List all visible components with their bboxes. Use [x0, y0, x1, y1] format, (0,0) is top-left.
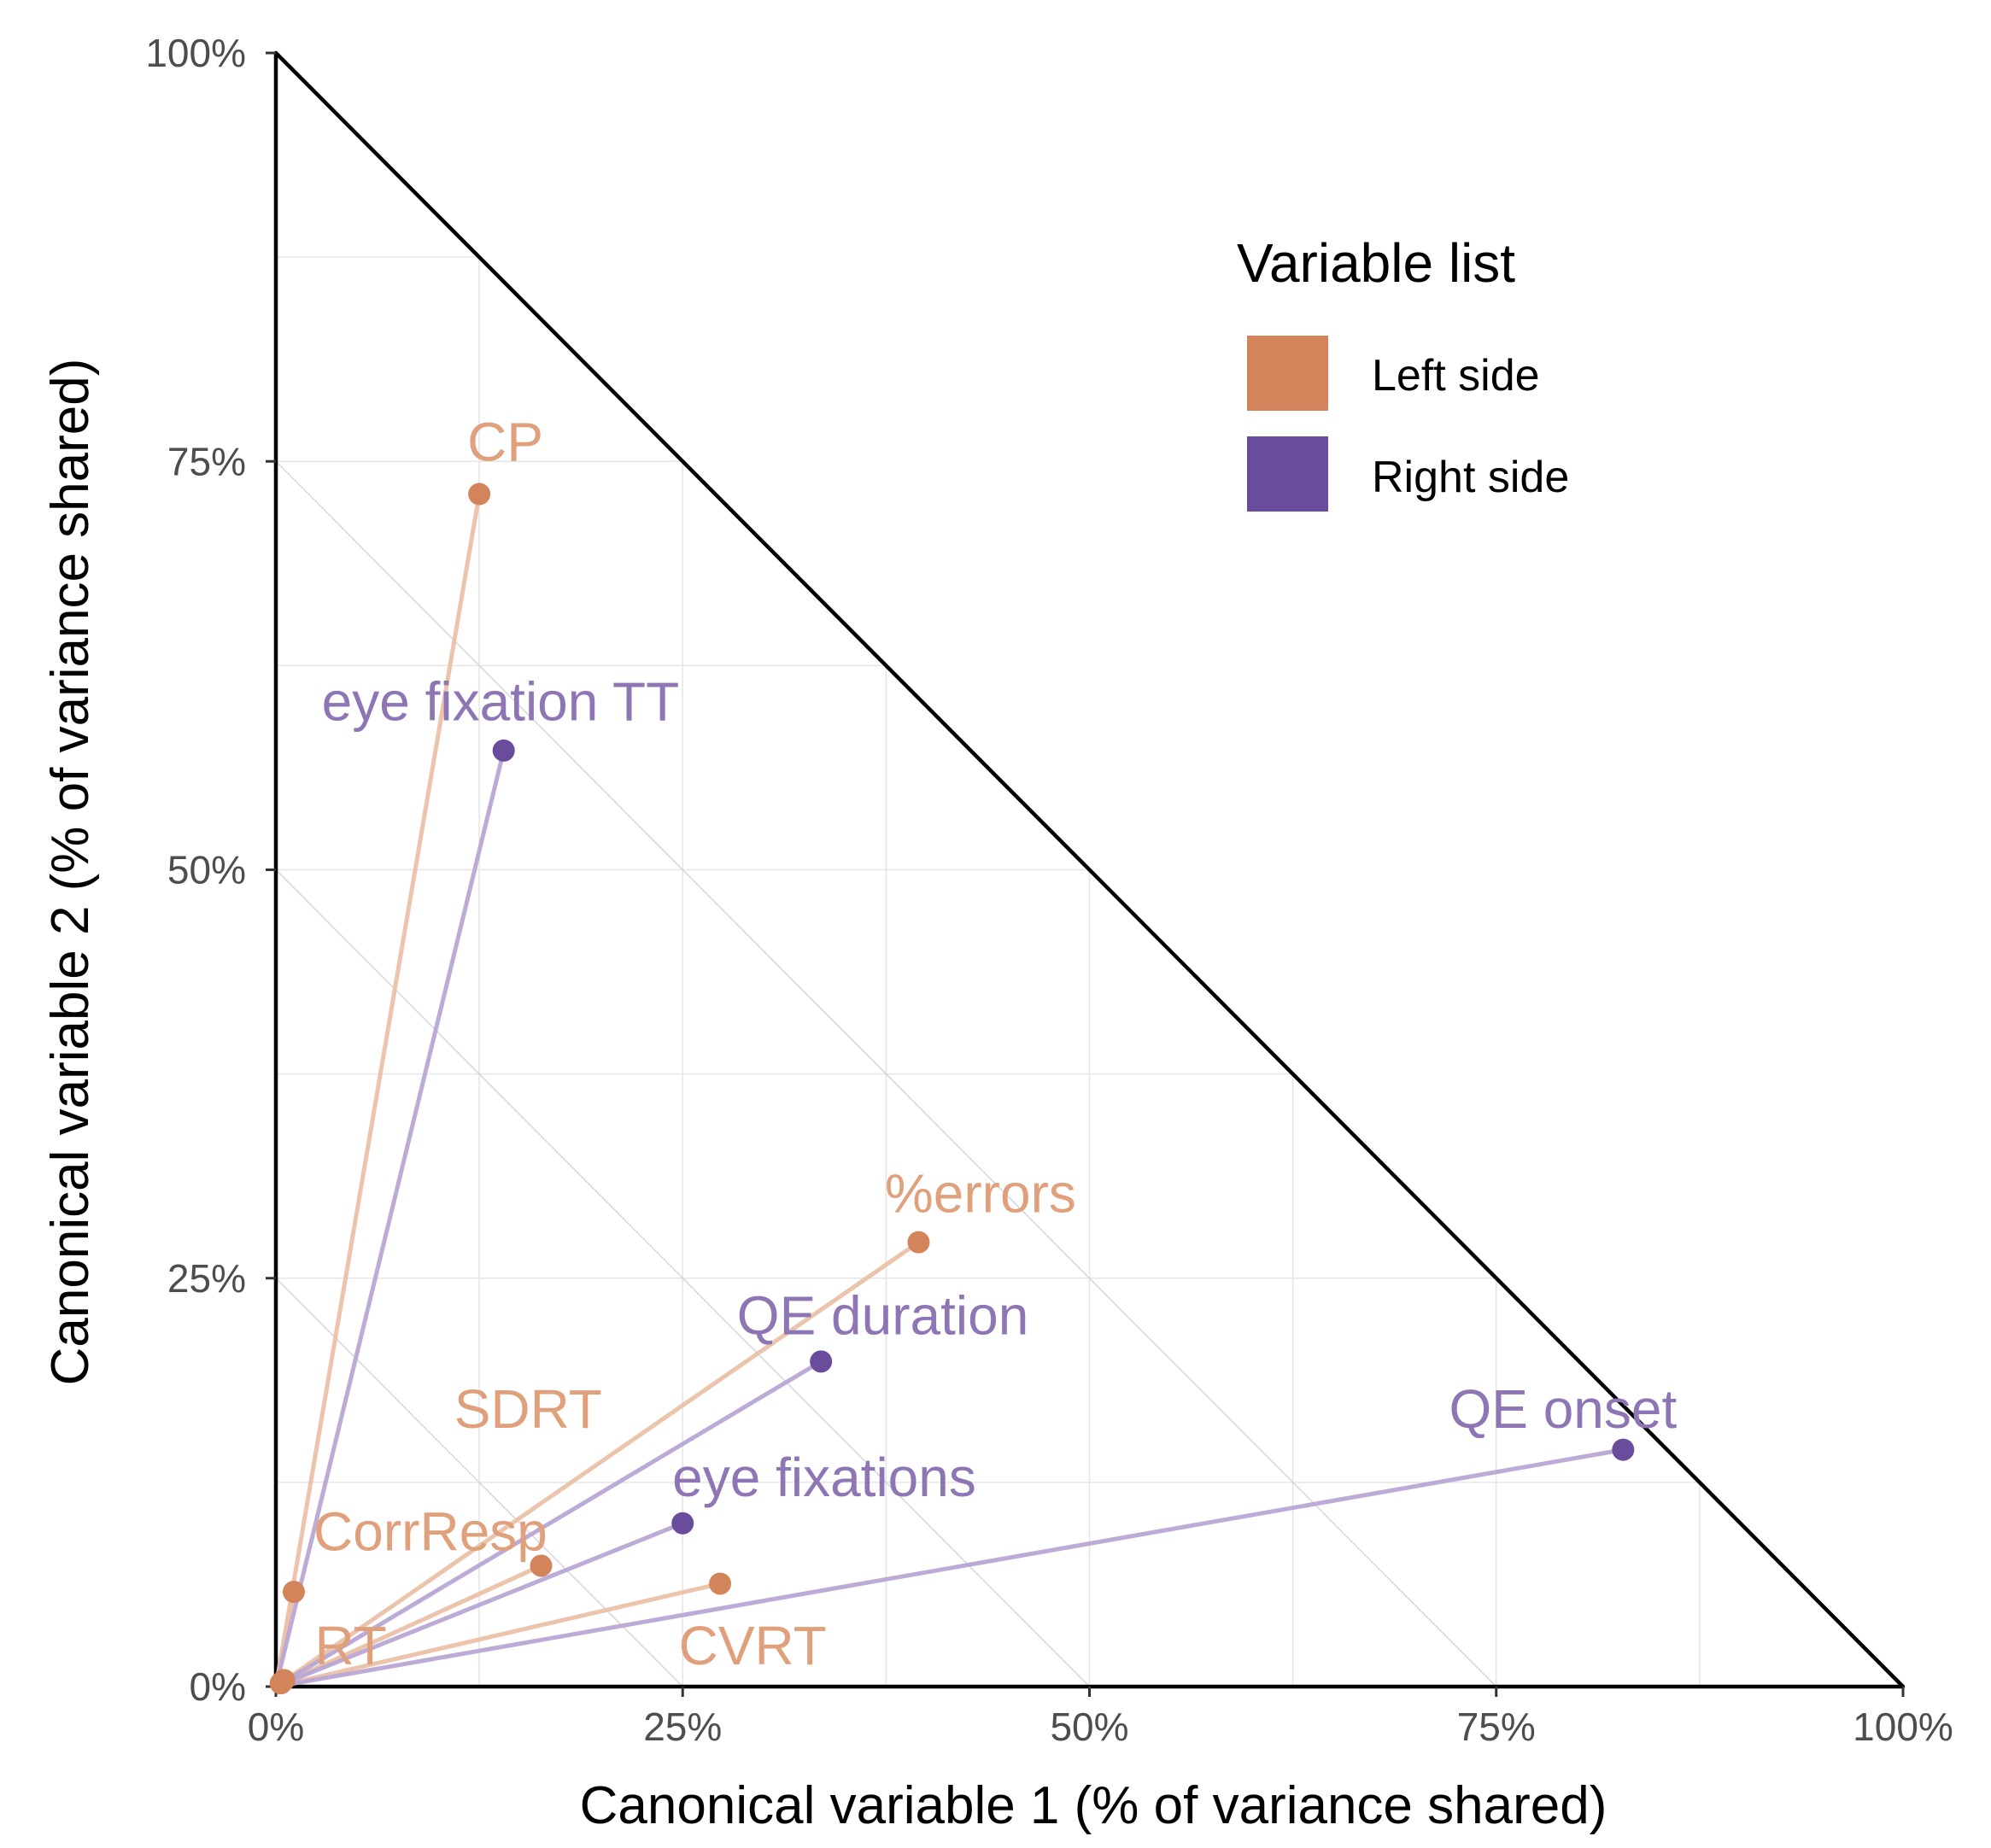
y-tick-label-75: 75%: [167, 439, 246, 483]
legend-title: Variable list: [1237, 232, 1515, 294]
point-label-right-side-eye-fixations-3: eye fixations: [672, 1447, 976, 1508]
x-tick-label-50: 50%: [1050, 1705, 1128, 1749]
point-label-right-side-eye-fixation-tt-0: eye fixation TT: [322, 670, 680, 732]
point-left-side-corrresp-3: [530, 1554, 553, 1577]
point-label-left-side-corrresp-3: CorrResp: [313, 1500, 548, 1562]
point-label-left-side-sdrt-2: SDRT: [454, 1378, 602, 1440]
point-right-side-qe-duration-1: [810, 1350, 833, 1373]
x-tick-label-100: 100%: [1853, 1705, 1953, 1749]
segment-right-side-qe-onset-2: [273, 1447, 1625, 1689]
segment-left-side-pct-errors-1: [273, 1240, 921, 1689]
segment-left-side-cp-0: [273, 492, 482, 1689]
diagonal-guide-75: [275, 460, 1497, 1687]
ticks-layer: 0% 25% 50% 75% 100% 0% 25% 50% 75% 100%: [145, 31, 1953, 1749]
point-left-side-cp-0: [468, 482, 491, 506]
segment-right-side-eye-fixation-tt-0: [273, 748, 507, 1689]
point-left-side-rt-5: [282, 1581, 305, 1604]
point-right-side-qe-onset-2: [1612, 1438, 1635, 1461]
x-tick-label-0: 0%: [248, 1705, 304, 1749]
legend: Variable list Left side Right side: [1237, 232, 1569, 512]
point-label-left-side-cvrt-4: CVRT: [679, 1615, 827, 1676]
point-label-right-side-qe-onset-2: QE onset: [1449, 1378, 1677, 1440]
point-left-side-rt-6: [272, 1669, 296, 1692]
segment-left-side-corrresp-3: [273, 1563, 544, 1689]
point-right-side-eye-fixations-3: [671, 1512, 694, 1535]
point-label-right-side-qe-duration-1: QE duration: [737, 1285, 1029, 1347]
y-axis-title: Canonical variable 2 (% of variance shar…: [41, 359, 100, 1386]
point-label-left-side-cp-0: CP: [467, 411, 543, 472]
diagonal-guide-25: [275, 1278, 683, 1687]
y-tick-label-0: 0%: [190, 1664, 246, 1709]
segment-right-side-eye-fixations-3: [273, 1521, 685, 1689]
x-tick-label-25: 25%: [643, 1705, 722, 1749]
point-label-left-side-rt-5: RT: [315, 1615, 387, 1676]
diagonal-guides: [275, 460, 1497, 1687]
y-tick-label-100: 100%: [145, 31, 246, 75]
points-layer: [269, 482, 1635, 1695]
segment-left-side-cvrt-4: [273, 1581, 723, 1689]
legend-label-left-side: Left side: [1372, 351, 1540, 401]
x-tick-label-75: 75%: [1457, 1705, 1536, 1749]
legend-swatch-right-side: [1247, 436, 1328, 512]
segments-layer: [273, 492, 1625, 1689]
legend-label-right-side: Right side: [1372, 453, 1569, 502]
y-tick-label-25: 25%: [167, 1256, 246, 1301]
y-tick-label-50: 50%: [167, 848, 246, 892]
labels-layer: CP %errors SDRT CorrResp CVRT RT eye fixation …: [313, 411, 1677, 1676]
legend-swatch-left-side: [1247, 336, 1328, 411]
boundary-line: [273, 50, 1906, 1689]
point-left-side-cvrt-4: [709, 1572, 732, 1595]
segment-right-side-qe-duration-1: [273, 1359, 823, 1689]
point-left-side-pct-errors-1: [907, 1231, 930, 1254]
diagonal-guide-50: [275, 869, 1090, 1687]
point-right-side-eye-fixation-tt-0: [492, 739, 515, 762]
x-axis-title: Canonical variable 1 (% of variance shar…: [580, 1776, 1607, 1835]
boundary-layer: [273, 50, 1906, 1689]
point-label-left-side-pct-errors-1: %errors: [885, 1162, 1076, 1224]
grid-layer: [276, 256, 1701, 1687]
